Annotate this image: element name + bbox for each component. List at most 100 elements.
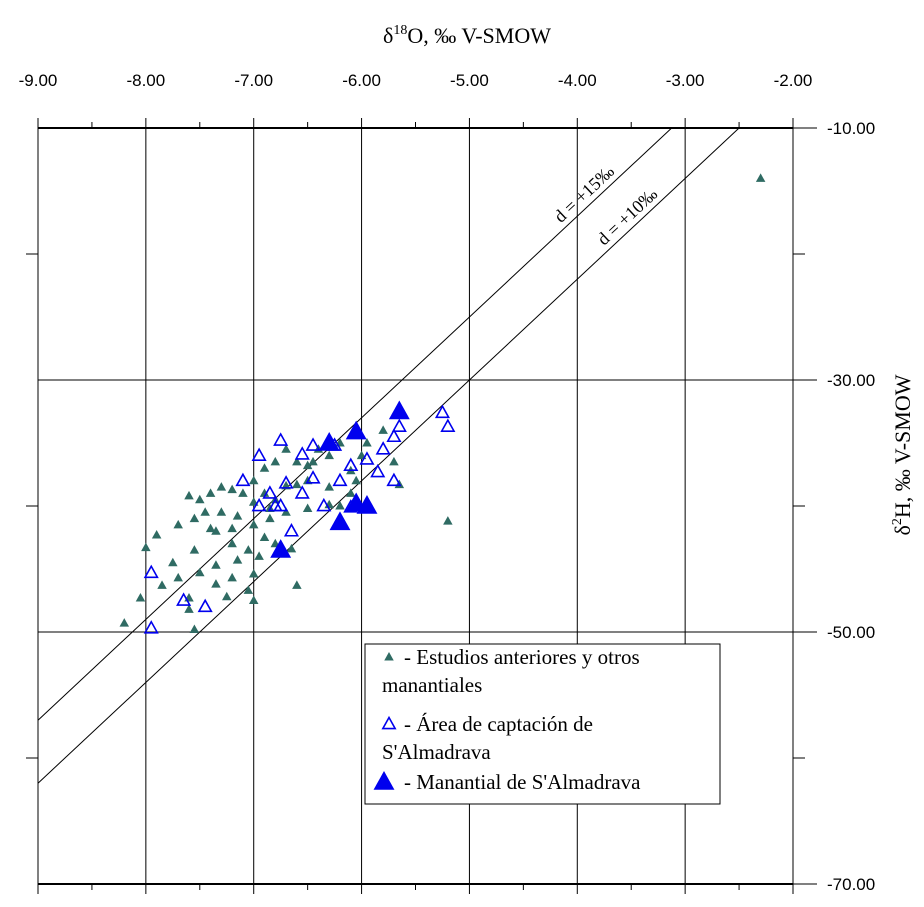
data-point: [270, 539, 292, 558]
x-axis-ticks: -9.00 -8.00 -7.00 -6.00 -5.00 -4.00 -3.00 -2.00: [19, 71, 813, 894]
data-point: [443, 516, 453, 525]
data-point: [386, 428, 402, 443]
data-point: [324, 450, 334, 460]
data-point: [222, 591, 232, 601]
data-point: [259, 488, 270, 497]
data-point: [440, 418, 456, 432]
legend-marker: [381, 715, 397, 730]
data-point: [211, 560, 221, 569]
data-point: [335, 501, 345, 510]
data-point: [211, 579, 221, 588]
data-point: [238, 488, 248, 497]
data-point: [324, 482, 334, 491]
x-tick-label: -5.00: [450, 71, 489, 90]
data-point: [135, 592, 146, 602]
data-point: [305, 470, 321, 484]
data-point: [205, 488, 216, 497]
data-point: [227, 572, 237, 582]
data-point: [184, 490, 194, 500]
x-tick-label: -2.00: [774, 71, 813, 90]
data-point: [362, 438, 372, 447]
x-tick-label: -4.00: [558, 71, 597, 90]
data-point: [356, 495, 378, 514]
legend-entry: - Estudios anteriores y otros manantiales: [382, 645, 640, 697]
data-point: [329, 511, 351, 531]
data-point: [370, 463, 386, 478]
data-point: [388, 400, 410, 420]
data-point: [200, 507, 210, 516]
data-point: [189, 545, 200, 554]
data-point: [265, 513, 275, 523]
data-point: [248, 595, 259, 604]
data-point: [755, 173, 766, 182]
data-point: [243, 545, 254, 554]
data-point: [270, 456, 281, 466]
x-tick-label: -6.00: [342, 71, 381, 90]
data-point: [232, 511, 243, 520]
data-point: [259, 463, 270, 472]
x-tick-label: -9.00: [19, 71, 58, 90]
data-point: [143, 620, 159, 634]
data-point: [305, 437, 321, 451]
data-point: [283, 523, 300, 537]
data-point: [281, 507, 291, 516]
data-point: [302, 460, 313, 470]
y-axis-ticks: -10.00 -30.00 -50.00 -70.00: [26, 119, 875, 894]
y-tick-label: -70.00: [827, 875, 875, 894]
legend-box: [364, 643, 721, 805]
data-point: [345, 420, 367, 440]
data-point: [248, 569, 259, 578]
data-point: [168, 557, 178, 567]
data-point: [318, 432, 340, 451]
data-point: [195, 567, 205, 577]
data-point: [243, 585, 254, 594]
x-axis-title: δ18O, ‰ V-SMOW: [383, 23, 551, 48]
data-point: [278, 475, 294, 489]
data-point: [259, 532, 270, 541]
y-tick-label: -50.00: [827, 623, 875, 642]
data-point: [184, 604, 194, 613]
legend: - Estudios anteriores y otros manantiales…: [364, 643, 721, 805]
data-point: [197, 598, 213, 613]
data-point: [273, 432, 289, 446]
data-point: [216, 507, 227, 516]
data-point: [308, 456, 318, 466]
data-point: [119, 618, 130, 627]
data-point: [316, 497, 332, 512]
legend-marker: [373, 771, 395, 790]
data-point: [351, 475, 361, 485]
data-point: [211, 526, 221, 535]
data-point: [346, 488, 356, 497]
data-point: [235, 472, 251, 487]
data-point: [375, 441, 391, 455]
data-point: [173, 572, 183, 582]
series-0: [119, 173, 766, 633]
y-tick-label: -30.00: [827, 371, 875, 390]
x-tick-label: -3.00: [666, 71, 705, 90]
data-point: [292, 456, 302, 466]
data-point: [254, 551, 264, 560]
data-point: [189, 624, 200, 633]
data-point: [173, 519, 183, 529]
data-point: [292, 580, 302, 589]
x-tick-label: -8.00: [126, 71, 165, 90]
data-points: [119, 173, 766, 634]
data-point: [294, 485, 310, 499]
data-point: [262, 485, 278, 499]
data-point: [281, 444, 291, 453]
x-tick-label: -7.00: [234, 71, 273, 90]
series-2: [270, 400, 410, 558]
data-point: [391, 418, 407, 432]
data-point: [294, 446, 310, 460]
data-point: [248, 519, 259, 529]
data-point: [359, 451, 375, 465]
data-point: [227, 538, 237, 548]
data-point: [251, 447, 267, 461]
data-point: [195, 494, 205, 504]
data-point: [151, 529, 162, 539]
data-point: [143, 564, 159, 579]
data-point: [386, 472, 402, 487]
data-point: [434, 404, 451, 419]
data-point: [302, 503, 313, 513]
